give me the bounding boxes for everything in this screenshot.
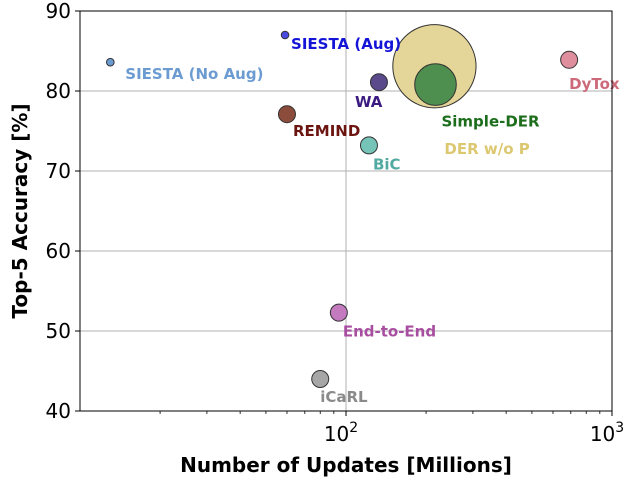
x-axis-title: Number of Updates [Millions] xyxy=(180,453,512,477)
label-der-w-o-p: DER w/o P xyxy=(444,140,529,158)
y-axis-title: Top-5 Accuracy [%] xyxy=(8,103,32,318)
y-tick-label: 40 xyxy=(46,399,71,423)
point-bic xyxy=(359,136,378,155)
label-remind: REMIND xyxy=(293,122,360,140)
axis-ticks: 40 50 60 70 80 90 102 103 xyxy=(46,0,625,446)
label-bic: BiC xyxy=(373,155,401,173)
y-tick-label: 60 xyxy=(46,239,71,263)
point-simple-der xyxy=(414,63,457,106)
point-siesta-no-aug xyxy=(106,57,115,67)
y-tick-label: 70 xyxy=(46,159,71,183)
point-dytox xyxy=(560,50,579,69)
point-siesta-aug xyxy=(280,30,290,40)
data-points xyxy=(106,24,579,388)
label-siesta-aug: SIESTA (Aug) xyxy=(291,35,401,53)
point-end-to-end xyxy=(329,303,348,322)
x-tick-label: 102 xyxy=(324,420,358,446)
label-siesta-no-aug: SIESTA (No Aug) xyxy=(125,65,263,83)
y-tick-label: 80 xyxy=(46,79,71,103)
y-tick-label: 90 xyxy=(46,0,71,23)
label-icarl: iCaRL xyxy=(320,388,368,406)
point-wa xyxy=(369,73,388,92)
point-remind xyxy=(277,105,296,124)
label-end-to-end: End-to-End xyxy=(343,323,436,341)
point-labels: SIESTA (No Aug) SIESTA (Aug) REMIND BiC WA DE… xyxy=(125,35,620,406)
y-tick-label: 50 xyxy=(46,319,71,343)
x-tick-label: 103 xyxy=(590,420,624,446)
label-simple-der: Simple-DER xyxy=(441,113,540,131)
label-dytox: DyTox xyxy=(569,75,620,93)
point-icarl xyxy=(311,370,330,388)
label-wa: WA xyxy=(355,93,383,111)
